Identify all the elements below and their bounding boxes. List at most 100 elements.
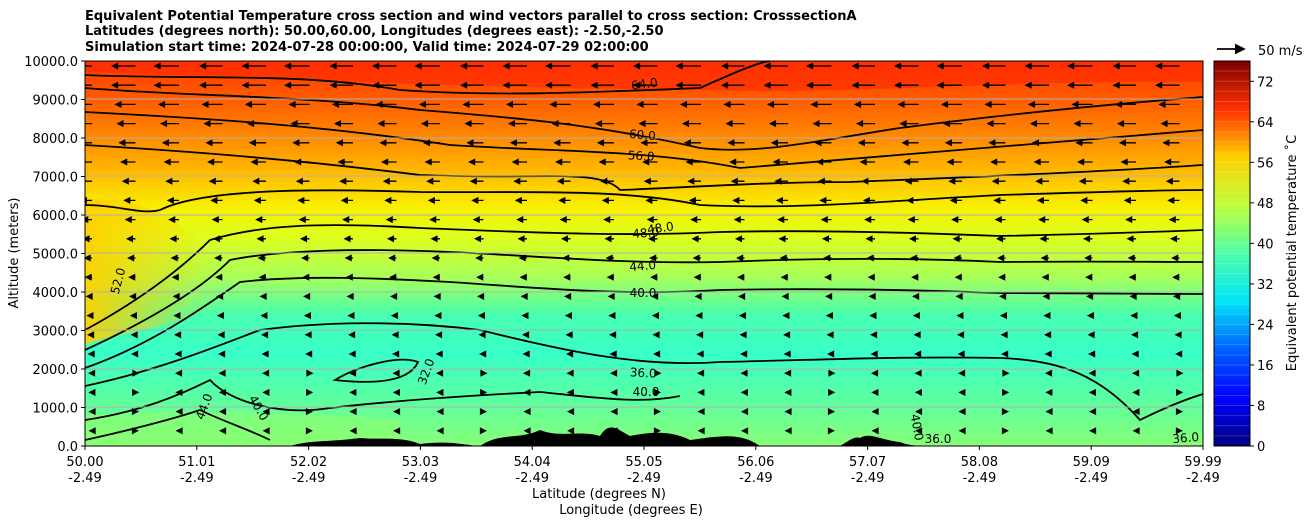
x-tick-label-lat: 58.08 <box>961 455 998 470</box>
x-tick-label-lat: 59.99 <box>1184 455 1221 470</box>
y-tick-label: 1000.0 <box>33 402 79 417</box>
wind-arrow <box>740 388 748 396</box>
wind-arrow <box>739 331 747 339</box>
wind-arrow <box>218 408 227 416</box>
wind-arrow <box>477 312 485 320</box>
wind-arrow <box>821 235 832 243</box>
wind-arrow <box>783 331 791 339</box>
wind-arrow <box>606 273 614 281</box>
wind-arrow <box>604 235 614 243</box>
wind-arrow <box>1162 139 1180 147</box>
wind-arrow <box>592 100 614 108</box>
wind-arrow <box>953 254 962 262</box>
wind-arrow <box>897 100 919 108</box>
wind-arrow <box>153 81 179 89</box>
wind-arrow <box>85 177 92 185</box>
wind-arrow <box>862 196 875 204</box>
wind-arrow <box>956 312 964 320</box>
wind-arrow <box>203 120 223 128</box>
wind-arrow <box>859 158 875 166</box>
wind-arrow <box>1024 62 1049 70</box>
wind-arrow <box>723 100 745 108</box>
wind-arrow <box>1132 408 1140 416</box>
wind-arrow <box>125 235 136 243</box>
wind-arrow <box>783 369 792 377</box>
wind-arrow <box>128 273 136 281</box>
wind-arrow <box>502 81 527 89</box>
wind-arrow <box>305 350 313 358</box>
wind-arrow <box>914 388 922 396</box>
x-tick-label-lat: 50.00 <box>66 455 103 470</box>
wind-arrow <box>131 350 139 358</box>
wind-arrow <box>1043 312 1051 320</box>
wind-arrow <box>257 254 266 262</box>
wind-arrow <box>460 81 484 89</box>
wind-arrow <box>301 254 310 262</box>
wind-arrow <box>1075 139 1093 147</box>
wind-arrow <box>1029 120 1049 128</box>
wind-arrow <box>1031 139 1049 147</box>
wind-arrow <box>1160 120 1180 128</box>
wind-arrow <box>153 62 179 70</box>
wind-arrow <box>116 120 136 128</box>
wind-arrow <box>218 369 226 377</box>
wind-arrow <box>393 427 401 435</box>
wind-arrow <box>433 292 441 300</box>
wind-arrow <box>521 312 529 320</box>
wind-arrow <box>683 139 701 147</box>
wind-arrow <box>349 427 357 435</box>
wind-arrow <box>608 312 616 320</box>
wind-arrow <box>348 350 356 358</box>
wind-arrow <box>914 369 922 377</box>
wind-arrow <box>865 235 875 243</box>
wind-arrow <box>643 177 658 185</box>
wind-arrow <box>594 120 614 128</box>
wind-arrow <box>1126 235 1136 243</box>
wind-arrow <box>505 100 527 108</box>
wind-arrow <box>654 388 662 396</box>
wind-arrow <box>1041 273 1049 281</box>
wind-arrow <box>763 81 788 89</box>
wind-arrow <box>216 292 224 300</box>
wind-arrow <box>1086 292 1094 300</box>
wind-arrow <box>207 158 223 166</box>
wind-arrow <box>871 408 879 416</box>
wind-arrow <box>349 408 357 416</box>
colorbar-label: Equivalent potential temperature ˚C <box>1284 135 1300 371</box>
wind-arrow <box>436 408 444 416</box>
wind-arrow <box>214 254 223 262</box>
contour-label: 48.0 <box>632 225 660 241</box>
wind-arrow <box>390 312 398 320</box>
wind-arrow <box>248 139 266 147</box>
x-tick-label-lon: -2.49 <box>68 471 102 486</box>
wind-arrow <box>174 369 183 377</box>
wind-arrow <box>675 81 701 89</box>
colorbar-gradient <box>1214 61 1250 446</box>
wind-arrow <box>343 235 353 243</box>
wind-arrow <box>908 235 919 243</box>
wind-arrow <box>477 292 485 300</box>
wind-arrow <box>290 120 310 128</box>
wind-arrow <box>246 120 266 128</box>
wind-arrow <box>610 388 618 396</box>
wind-arrow <box>159 120 179 128</box>
wind-arrow <box>861 177 875 185</box>
chart-title-line-2: Latitudes (degrees north): 50.00,60.00, … <box>85 24 664 39</box>
wind-arrow <box>85 142 92 144</box>
wind-arrow <box>549 100 571 108</box>
wind-arrow <box>853 100 875 108</box>
wind-arrow <box>1082 235 1093 243</box>
wind-arrow <box>86 312 94 320</box>
wind-arrow <box>774 177 788 185</box>
wind-arrow <box>545 62 571 70</box>
wind-arrow <box>384 196 397 204</box>
wind-arrow <box>420 120 440 128</box>
wind-arrow <box>766 100 788 108</box>
wind-arrow <box>340 196 353 204</box>
wind-arrow <box>85 65 92 67</box>
wind-arrow <box>697 408 705 416</box>
wind-arrow <box>163 158 179 166</box>
wind-arrow <box>1067 81 1093 89</box>
wind-arrow <box>693 273 701 281</box>
wind-arrow <box>1045 408 1053 416</box>
